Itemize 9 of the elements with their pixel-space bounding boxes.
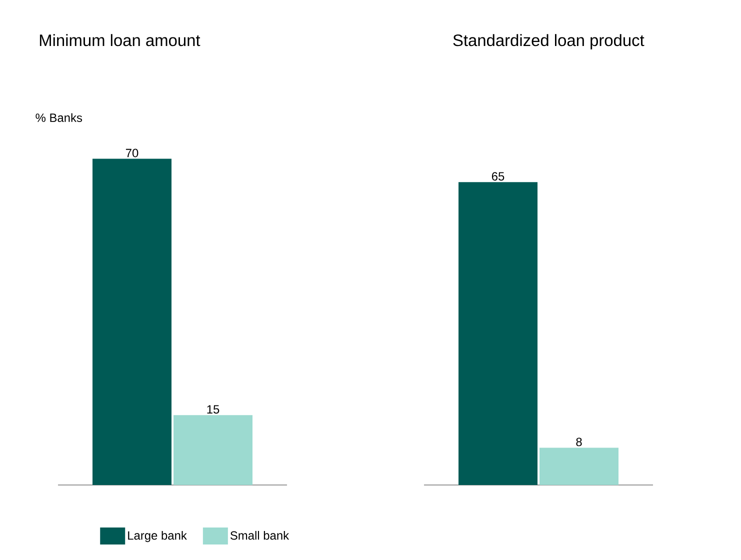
y-axis-title: % Banks — [36, 113, 82, 122]
data-label: 70 — [126, 148, 138, 158]
data-label: 65 — [492, 172, 504, 181]
legend-label: Large bank — [128, 530, 187, 542]
data-label: 8 — [576, 438, 582, 446]
legend-label: Small bank — [230, 530, 290, 540]
chart-title: Standardized loan product — [453, 34, 644, 50]
chart-title: Minimum loan amount — [40, 34, 200, 46]
data-label: 15 — [207, 405, 220, 414]
